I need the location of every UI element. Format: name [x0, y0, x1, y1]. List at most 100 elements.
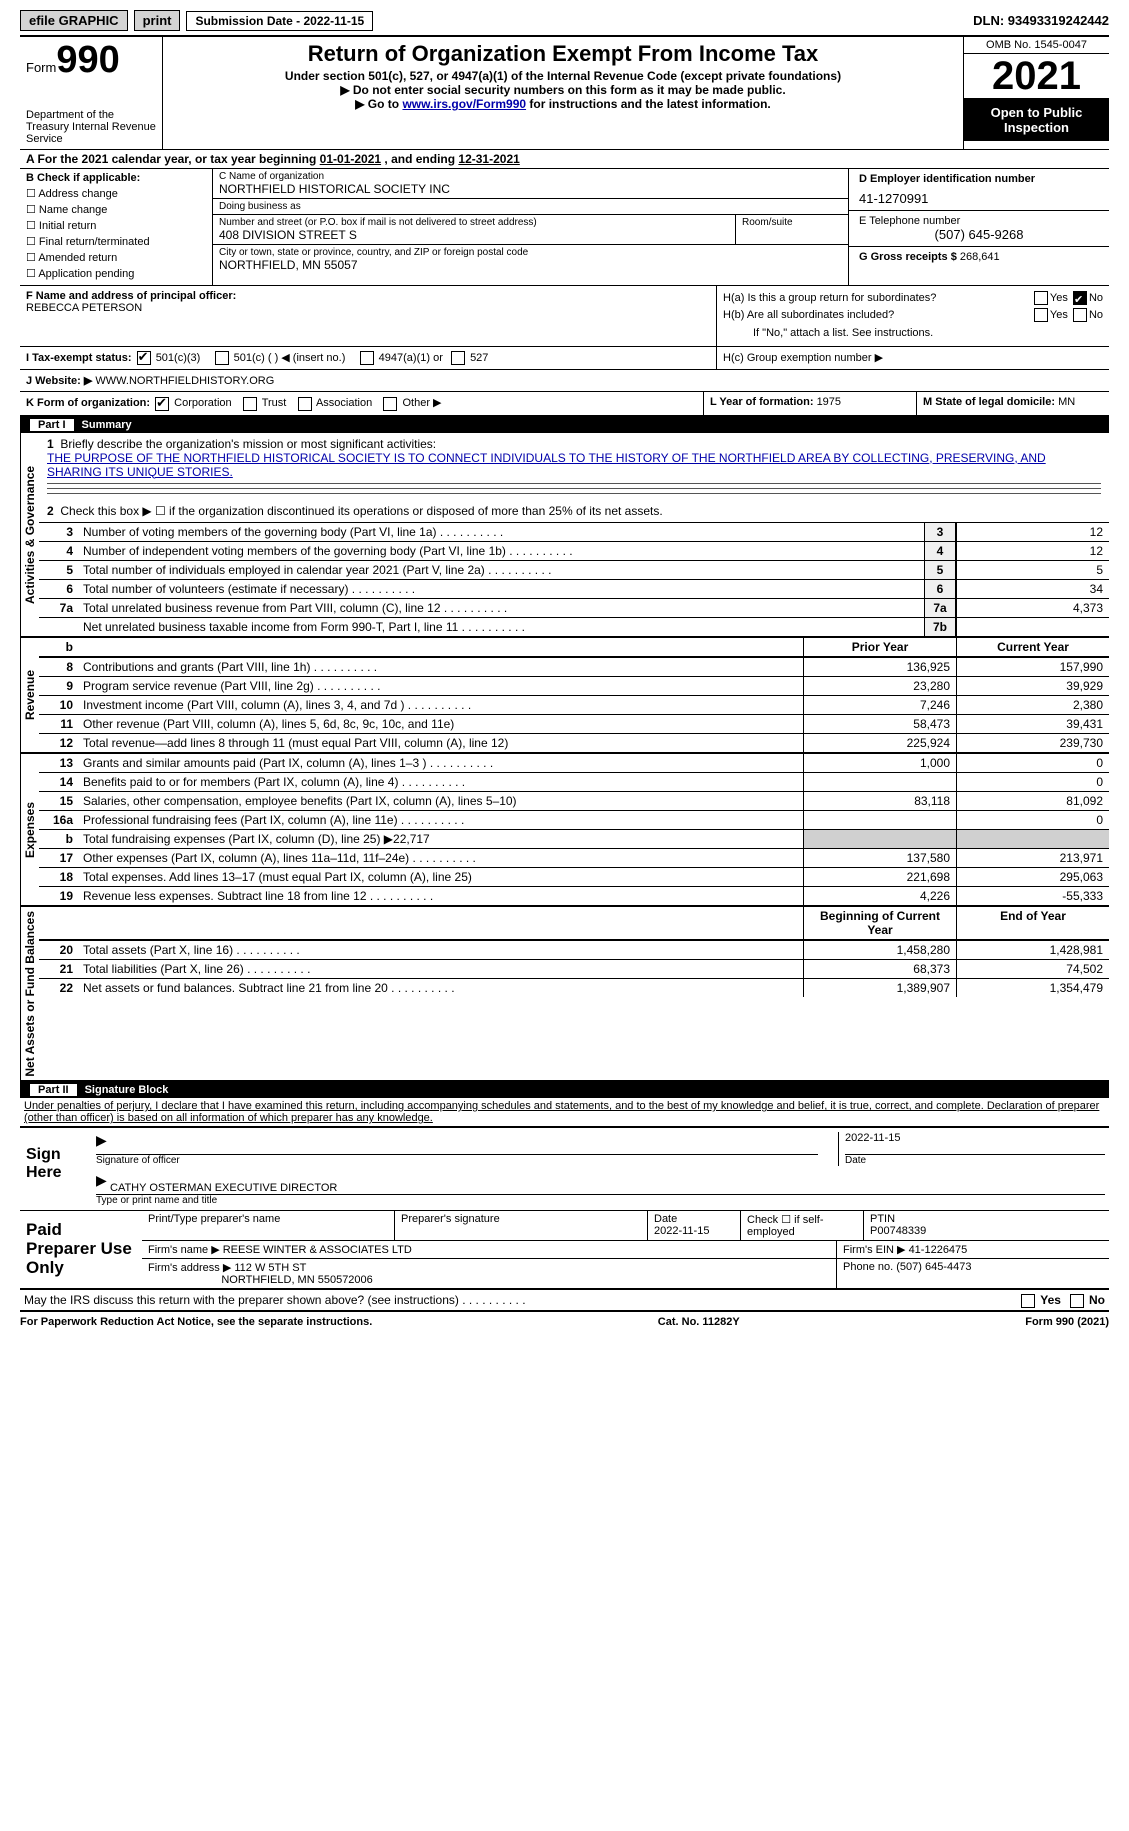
print-button[interactable]: print: [134, 10, 181, 31]
colb-label: B Check if applicable:: [26, 171, 206, 187]
l10-py: 7,246: [803, 696, 956, 714]
ptin-label: PTIN: [870, 1213, 895, 1225]
ha-no[interactable]: ✔: [1073, 291, 1087, 305]
l13-py: 1,000: [803, 754, 956, 772]
chk-trust[interactable]: [243, 397, 257, 411]
form-number: 990: [56, 39, 119, 81]
chk-other[interactable]: [383, 397, 397, 411]
mission-text: THE PURPOSE OF THE NORTHFIELD HISTORICAL…: [47, 451, 1046, 479]
opt-trust: Trust: [262, 397, 287, 409]
state-domicile: M State of legal domicile: MN: [916, 392, 1109, 414]
chk-initial-return[interactable]: Initial return: [26, 219, 206, 235]
l22-by: 1,389,907: [803, 979, 956, 997]
l17-desc: Other expenses (Part IX, column (A), lin…: [79, 849, 803, 867]
chk-assoc[interactable]: [298, 397, 312, 411]
tel-value: (507) 645-9268: [859, 227, 1099, 242]
year-formation: L Year of formation: 1975: [703, 392, 916, 414]
identity-grid: B Check if applicable: Address change Na…: [20, 169, 1109, 285]
part2-bar: Part II Signature Block: [20, 1082, 1109, 1098]
opt-corp: Corporation: [174, 397, 231, 409]
ha-yes[interactable]: [1034, 291, 1048, 305]
l19-py: 4,226: [803, 887, 956, 905]
omb-number: OMB No. 1545-0047: [964, 37, 1109, 54]
discuss-text: May the IRS discuss this return with the…: [24, 1293, 526, 1307]
prep-name-label: Print/Type preparer's name: [148, 1213, 280, 1225]
footer-right: Form 990 (2021): [1025, 1316, 1109, 1328]
te-label: I Tax-exempt status:: [26, 352, 132, 364]
l7a-desc: Total unrelated business revenue from Pa…: [79, 599, 924, 617]
name-caption: Type or print name and title: [96, 1195, 1105, 1206]
opt-501c3: 501(c)(3): [156, 352, 201, 364]
sd-value: MN: [1058, 396, 1075, 408]
l13-cy: 0: [956, 754, 1109, 772]
penalty-text: Under penalties of perjury, I declare th…: [20, 1098, 1109, 1126]
cal-text: A For the 2021 calendar year, or tax yea…: [26, 152, 320, 166]
org-name-label: C Name of organization: [219, 171, 842, 182]
efile-button[interactable]: efile GRAPHIC: [20, 10, 128, 31]
gross-label: G Gross receipts $: [859, 251, 960, 263]
l7b-val: [956, 618, 1109, 636]
l21-desc: Total liabilities (Part X, line 26): [79, 960, 803, 978]
l12-py: 225,924: [803, 734, 956, 752]
opt-4947: 4947(a)(1) or: [379, 352, 443, 364]
l7b-desc: Net unrelated business taxable income fr…: [79, 618, 924, 636]
sign-date: 2022-11-15: [845, 1132, 1105, 1155]
hb-yes[interactable]: [1034, 308, 1048, 322]
arrow-icon2: ▶: [96, 1172, 110, 1194]
l16b-cy: [956, 830, 1109, 848]
firm-name: REESE WINTER & ASSOCIATES LTD: [223, 1244, 412, 1256]
l12-cy: 239,730: [956, 734, 1109, 752]
tax-year: 2021: [964, 54, 1109, 99]
yf-value: 1975: [817, 396, 841, 408]
chk-corp[interactable]: [155, 397, 169, 411]
hb-no[interactable]: [1073, 308, 1087, 322]
l18-py: 221,698: [803, 868, 956, 886]
activities-label: Activities & Governance: [20, 433, 39, 636]
chk-address-change[interactable]: Address change: [26, 187, 206, 203]
date-caption: Date: [845, 1155, 1105, 1166]
chk-501c[interactable]: [215, 351, 229, 365]
col-b: B Check if applicable: Address change Na…: [20, 169, 213, 285]
chk-501c3[interactable]: [137, 351, 151, 365]
l10-desc: Investment income (Part VIII, column (A)…: [79, 696, 803, 714]
website-row: J Website: ▶ WWW.NORTHFIELDHISTORY.ORG: [20, 370, 717, 391]
l21-ey: 74,502: [956, 960, 1109, 978]
chk-527[interactable]: [451, 351, 465, 365]
firm-name-label: Firm's name ▶: [148, 1244, 223, 1256]
l6-desc: Total number of volunteers (estimate if …: [79, 580, 924, 598]
l6-box: 6: [924, 580, 956, 598]
chk-4947[interactable]: [360, 351, 374, 365]
revenue-label: Revenue: [20, 638, 39, 752]
part1-bar: Part I Summary: [20, 417, 1109, 433]
chk-final-return[interactable]: Final return/terminated: [26, 235, 206, 251]
chk-amended[interactable]: Amended return: [26, 251, 206, 267]
discuss-no-label: No: [1089, 1293, 1105, 1307]
dba-label: Doing business as: [219, 201, 842, 212]
firm-addr: 112 W 5TH ST: [234, 1262, 306, 1274]
sign-label: Sign Here: [20, 1128, 92, 1210]
officer-name: REBECCA PETERSON: [26, 302, 710, 314]
l22-ey: 1,354,479: [956, 979, 1109, 997]
chk-application-pending[interactable]: Application pending: [26, 267, 206, 283]
l13-desc: Grants and similar amounts paid (Part IX…: [79, 754, 803, 772]
l17-cy: 213,971: [956, 849, 1109, 867]
no-label: No: [1089, 292, 1103, 304]
q1-text: Briefly describe the organization's miss…: [60, 437, 436, 451]
form-title: Return of Organization Exempt From Incom…: [173, 41, 953, 67]
room-label: Room/suite: [742, 217, 842, 228]
officer-typed-name: CATHY OSTERMAN EXECUTIVE DIRECTOR: [110, 1182, 337, 1194]
page-footer: For Paperwork Reduction Act Notice, see …: [20, 1312, 1109, 1332]
discuss-yes[interactable]: [1021, 1294, 1035, 1308]
irs-link[interactable]: www.irs.gov/Form990: [402, 97, 526, 111]
discuss-no[interactable]: [1070, 1294, 1084, 1308]
ptin-value: P00748339: [870, 1225, 926, 1237]
no-label2: No: [1089, 309, 1103, 321]
opt-assoc: Association: [316, 397, 372, 409]
l11-py: 58,473: [803, 715, 956, 733]
ein-label: D Employer identification number: [859, 173, 1099, 185]
l12-desc: Total revenue—add lines 8 through 11 (mu…: [79, 734, 803, 752]
discuss-yes-label: Yes: [1040, 1293, 1061, 1307]
opt-527: 527: [470, 352, 488, 364]
h-block: H(a) Is this a group return for subordin…: [716, 286, 1109, 347]
chk-name-change[interactable]: Name change: [26, 203, 206, 219]
